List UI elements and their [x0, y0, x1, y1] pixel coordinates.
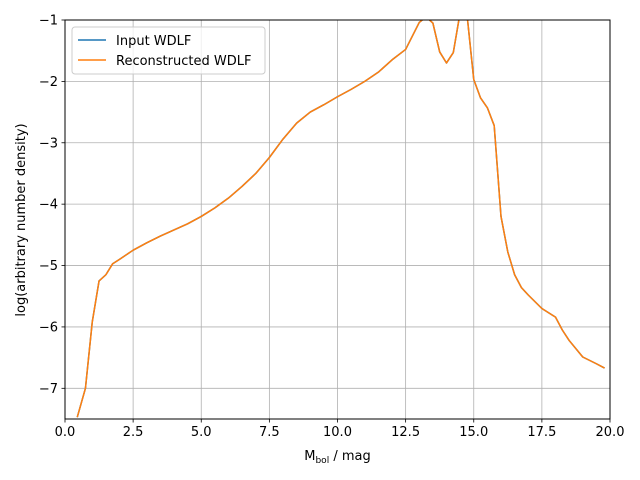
legend-label-input: Input WDLF [116, 34, 191, 49]
axis-ticks: 0.0 2.5 5.0 7.5 10.0 12.5 15.0 17.5 20.0 −7 −6 −5 −4… [39, 14, 625, 441]
legend-box [71, 26, 266, 75]
y-tick-label: −2 [39, 75, 58, 90]
x-tick-label: 0.0 [55, 425, 76, 440]
x-axis-label-main: M [304, 449, 315, 464]
x-tick-label: 10.0 [323, 425, 352, 440]
x-axis-label: Mbol / mag [304, 449, 370, 466]
x-tick-label: 2.5 [123, 425, 144, 440]
x-axis-label-rest: / mag [329, 449, 371, 464]
y-tick-label: −6 [39, 320, 58, 335]
x-tick-label: 15.0 [459, 425, 488, 440]
y-tick-label: −1 [39, 14, 58, 29]
series-lines [76, 20, 605, 418]
x-axis-label-sub: bol [315, 456, 329, 466]
x-tick-label: 7.5 [259, 425, 280, 440]
legend: Input WDLF Reconstructed WDLF [71, 26, 266, 75]
x-tick-label: 5.0 [191, 425, 212, 440]
y-tick-label: −4 [39, 198, 58, 213]
x-tick-label: 12.5 [391, 425, 420, 440]
y-tick-label: −3 [39, 136, 58, 151]
legend-label-reconstructed: Reconstructed WDLF [116, 54, 251, 69]
y-axis-label: log(arbitrary number density) [14, 123, 29, 316]
x-tick-label: 20.0 [596, 425, 625, 440]
y-tick-label: −7 [39, 382, 58, 397]
series-line-reconstructed-wdlf [76, 20, 605, 418]
y-tick-label: −5 [39, 259, 58, 274]
x-tick-label: 17.5 [527, 425, 556, 440]
grid [64, 19, 611, 419]
